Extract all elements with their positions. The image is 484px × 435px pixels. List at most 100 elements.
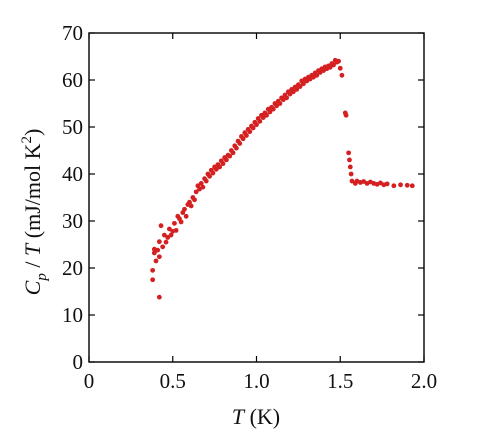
y-tick-label: 60 xyxy=(62,68,83,92)
data-point xyxy=(237,141,243,146)
data-point xyxy=(234,145,239,151)
data-point xyxy=(277,101,283,106)
data-point xyxy=(198,181,204,186)
data-point xyxy=(150,277,156,283)
data-points xyxy=(150,57,415,300)
y-axis-symbol: C xyxy=(20,280,45,295)
data-point xyxy=(187,199,192,205)
y-axis-unit: (mJ/mol K xyxy=(20,143,45,243)
data-point xyxy=(155,247,161,253)
data-point xyxy=(183,213,189,219)
data-point xyxy=(192,197,197,203)
data-point xyxy=(290,89,296,95)
data-point xyxy=(188,203,194,209)
data-point xyxy=(153,258,159,264)
y-axis-ticks: 0 10 20 30 40 50 60 70 xyxy=(62,21,424,374)
data-point xyxy=(156,254,162,260)
data-point xyxy=(173,228,179,233)
y-tick-label: 10 xyxy=(62,303,83,327)
data-point xyxy=(331,62,336,68)
data-point xyxy=(294,87,300,92)
y-tick-label: 30 xyxy=(62,209,83,233)
x-axis-symbol: T xyxy=(232,404,246,429)
y-tick-label: 70 xyxy=(62,21,83,45)
data-point xyxy=(163,239,169,245)
x-tick-label: 0.5 xyxy=(160,369,186,393)
x-tick-label: 1.0 xyxy=(243,369,269,393)
data-point xyxy=(167,226,172,232)
data-point xyxy=(404,182,410,188)
data-point xyxy=(264,112,269,118)
data-point xyxy=(168,232,174,238)
data-point xyxy=(193,189,199,195)
data-point xyxy=(267,109,273,115)
data-point xyxy=(287,91,293,97)
data-point xyxy=(210,170,216,176)
data-point xyxy=(343,112,349,118)
data-point xyxy=(346,150,352,156)
data-point xyxy=(230,150,236,156)
data-point xyxy=(348,171,354,177)
plot-frame xyxy=(88,32,425,363)
data-point xyxy=(391,183,397,189)
data-point xyxy=(172,220,177,226)
data-point xyxy=(250,125,256,131)
data-point xyxy=(247,129,253,135)
data-point xyxy=(257,118,263,124)
data-point xyxy=(156,239,162,245)
data-point xyxy=(161,232,167,238)
data-point xyxy=(220,161,226,167)
x-tick-label: 0 xyxy=(84,369,95,393)
data-point xyxy=(244,133,249,138)
data-point xyxy=(207,173,213,179)
data-point xyxy=(347,157,352,163)
y-tick-label: 40 xyxy=(62,162,83,186)
data-point xyxy=(409,183,415,189)
data-point xyxy=(223,157,229,163)
data-point xyxy=(337,65,343,71)
data-point xyxy=(178,219,184,225)
x-axis-ticks: 0 0.5 1.0 1.5 2.0 xyxy=(84,33,437,393)
x-axis-unit: (K) xyxy=(244,404,280,429)
x-tick-label: 1.5 xyxy=(327,369,353,393)
data-point xyxy=(349,178,355,184)
data-point xyxy=(384,181,390,187)
y-tick-label: 0 xyxy=(73,350,84,374)
y-tick-label: 20 xyxy=(62,256,83,280)
data-point xyxy=(327,64,333,70)
y-axis-superscript: 2 xyxy=(19,136,35,144)
data-point xyxy=(150,267,156,273)
data-point xyxy=(314,72,320,78)
data-point xyxy=(398,182,403,188)
y-axis-separator: / xyxy=(20,256,45,273)
data-point xyxy=(156,294,162,300)
plot-border xyxy=(88,32,425,363)
data-point xyxy=(200,184,206,190)
data-point xyxy=(160,244,166,250)
data-point xyxy=(151,250,157,256)
data-point xyxy=(347,164,353,170)
data-point xyxy=(158,223,164,229)
x-tick-label: 2.0 xyxy=(411,369,437,393)
y-axis-subscript: p xyxy=(34,273,50,282)
data-point xyxy=(213,166,219,172)
data-point xyxy=(182,206,187,212)
data-point xyxy=(240,136,246,142)
data-point xyxy=(274,103,279,109)
y-axis-title: Cp / T (mJ/mol K2) xyxy=(19,129,50,296)
y-axis-symbol-2: T xyxy=(20,242,45,256)
data-point xyxy=(227,153,233,159)
y-tick-label: 50 xyxy=(62,115,83,139)
data-point xyxy=(339,72,345,78)
data-point xyxy=(260,115,266,120)
data-point xyxy=(297,84,303,89)
data-point xyxy=(336,58,341,64)
data-point xyxy=(165,235,171,240)
data-point xyxy=(203,178,209,184)
y-axis-unit-end: ) xyxy=(20,129,45,136)
x-axis-title: T (K) xyxy=(232,404,280,429)
data-point xyxy=(217,164,223,170)
data-point xyxy=(270,106,276,112)
data-point xyxy=(284,95,290,101)
